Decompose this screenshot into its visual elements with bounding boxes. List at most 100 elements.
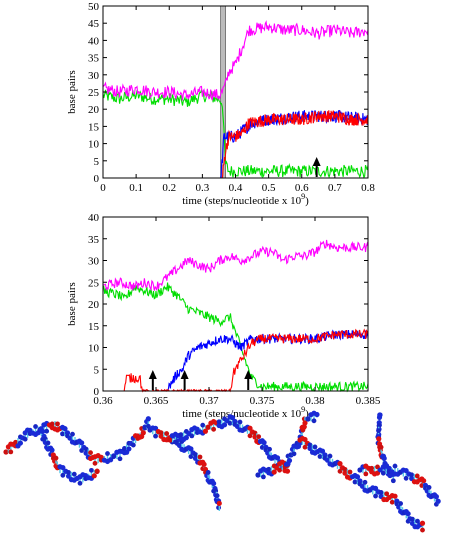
y-tick-label: 10	[88, 343, 100, 355]
nucleotide-bead	[200, 422, 206, 428]
nucleotide-bead	[301, 424, 307, 430]
nucleotide-bead	[153, 433, 158, 439]
nucleotide-bead	[205, 470, 211, 475]
nucleotide-bead	[271, 469, 277, 475]
nucleotide-bead	[176, 442, 183, 449]
nucleotide-bead	[216, 505, 221, 511]
snapshot-strand	[3, 416, 151, 466]
series-red	[221, 110, 369, 179]
nucleotide-bead	[53, 455, 59, 461]
nucleotide-bead	[192, 455, 199, 461]
nucleotide-bead	[164, 431, 170, 436]
nucleotide-bead	[44, 428, 50, 434]
x-tick-label: 0.38	[305, 395, 325, 407]
nucleotide-bead	[337, 468, 343, 474]
nucleotide-bead	[373, 493, 378, 499]
nucleotide-bead	[389, 499, 395, 505]
nucleotide-bead	[378, 490, 384, 495]
nucleotide-bead	[352, 479, 358, 485]
arrow-head	[180, 370, 189, 379]
snapshot-strand	[297, 435, 426, 533]
nucleotide-bead	[60, 464, 66, 471]
nucleotide-bead	[60, 431, 65, 437]
nucleotide-bead	[378, 444, 384, 450]
top-chart: 0 0.1 0.2 0.3 0.4 0.5 0.6 0.7 0.8 0 5 10 15 20 25 30 35 4…	[66, 1, 375, 207]
y-tick-label: 30	[88, 256, 100, 268]
nucleotide-bead	[3, 449, 9, 455]
nucleotide-bead	[384, 491, 390, 497]
nucleotide-bead	[307, 445, 313, 452]
arrow-head	[148, 370, 157, 379]
y-tick-label: 20	[88, 299, 100, 311]
x-tick-label: 0.1	[129, 182, 143, 194]
nucleotide-bead	[376, 423, 382, 429]
nucleotide-bead	[435, 498, 441, 504]
nucleotide-bead	[79, 440, 85, 446]
nucleotide-bead	[130, 442, 136, 448]
nucleotide-bead	[126, 446, 132, 452]
nucleotide-bead	[49, 421, 55, 427]
nucleotide-bead	[415, 518, 420, 524]
nucleotide-bead	[314, 411, 320, 418]
series-magenta	[102, 20, 369, 101]
nucleotide-bead	[392, 493, 398, 499]
nucleotide-bead	[302, 420, 308, 426]
nucleotide-bead	[327, 453, 333, 459]
x-axis-label: time (steps/nucleotide x 109)	[182, 405, 309, 420]
nucleotide-bead	[337, 461, 343, 467]
series-green	[102, 282, 369, 393]
y-tick-label: 10	[88, 139, 100, 151]
nucleotide-bead	[403, 475, 409, 481]
nucleotide-bead	[229, 415, 236, 421]
x-tick-label: 0	[100, 182, 106, 194]
nucleotide-bead	[173, 439, 178, 445]
nucleotide-bead	[89, 467, 94, 473]
nucleotide-bead	[277, 467, 282, 473]
bottom-chart: 0.36 0.365 0.37 0.375 0.38 0.385 0 5 10 15 20 25 30 3…	[66, 212, 381, 420]
dna-snapshots	[3, 410, 441, 533]
nucleotide-bead	[145, 416, 151, 422]
nucleotide-bead	[22, 436, 28, 442]
y-tick-label: 30	[88, 70, 100, 82]
y-tick-label: 50	[88, 1, 100, 13]
x-tick-label: 0.8	[361, 182, 375, 194]
nucleotide-bead	[92, 460, 98, 466]
nucleotide-bead	[255, 472, 261, 478]
nucleotide-bead	[94, 469, 100, 475]
nucleotide-bead	[40, 428, 46, 435]
nucleotide-bead	[381, 455, 387, 461]
snapshot-strand	[167, 414, 291, 474]
plot-frame	[102, 216, 369, 392]
nucleotide-bead	[376, 428, 381, 434]
nucleotide-bead	[105, 451, 110, 456]
nucleotide-bead	[247, 425, 253, 431]
nucleotide-bead	[372, 485, 379, 491]
nucleotide-bead	[60, 472, 66, 478]
y-tick-label: 5	[94, 364, 100, 376]
nucleotide-bead	[342, 470, 348, 476]
nucleotide-bead	[108, 457, 114, 463]
nucleotide-bead	[83, 446, 89, 452]
nucleotide-bead	[197, 454, 203, 460]
nucleotide-bead	[33, 424, 38, 429]
nucleotide-bead	[178, 432, 184, 437]
nucleotide-bead	[13, 439, 18, 445]
arrow-head	[244, 370, 253, 379]
nucleotide-bead	[70, 431, 75, 437]
nucleotide-bead	[247, 433, 253, 439]
nucleotide-bead	[311, 418, 317, 424]
y-tick-label: 25	[88, 277, 100, 289]
series-magenta	[102, 239, 369, 292]
nucleotide-bead	[284, 468, 291, 474]
nucleotide-bead	[216, 500, 222, 506]
nucleotide-bead	[362, 479, 368, 485]
nucleotide-bead	[67, 435, 73, 441]
nucleotide-bead	[140, 430, 146, 436]
nucleotide-bead	[354, 474, 361, 480]
nucleotide-bead	[433, 494, 439, 500]
nucleotide-bead	[88, 450, 93, 456]
nucleotide-bead	[213, 488, 219, 494]
x-tick-label: 0.4	[229, 182, 243, 194]
y-tick-label: 20	[88, 104, 100, 116]
